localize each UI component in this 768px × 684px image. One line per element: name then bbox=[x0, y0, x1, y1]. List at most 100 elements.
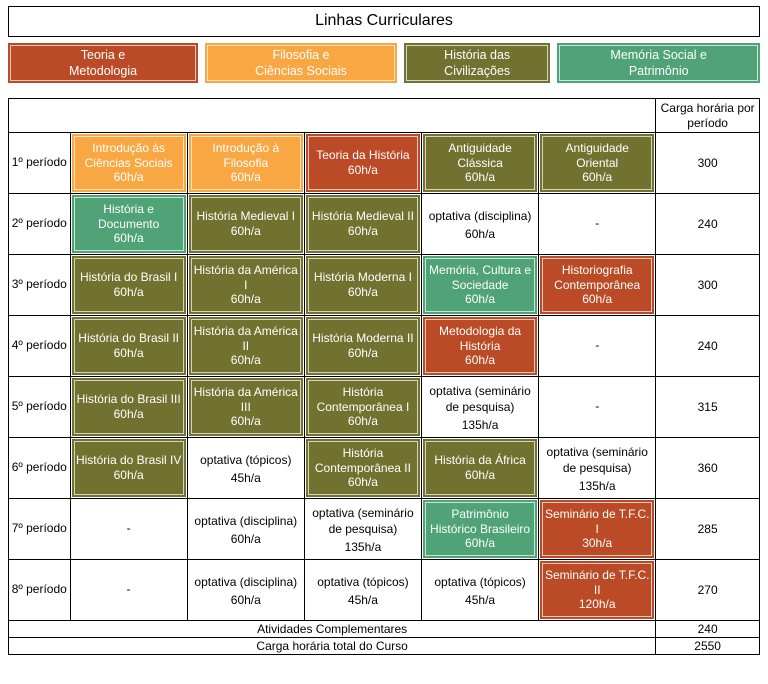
course-name: História da América III bbox=[193, 385, 298, 414]
course-name: Antiguidade Oriental bbox=[565, 141, 629, 170]
period-row: 8º período - optativa (disciplina) 60h/a opt… bbox=[8, 559, 760, 621]
course-cell: História Contemporânea II 60h/a bbox=[303, 437, 423, 499]
complementary-activities-row: Atividades Complementares 240 bbox=[7, 620, 760, 638]
period-row: 2º período História e Documento 60h/a Histó… bbox=[8, 193, 760, 255]
optional-course-cell: optativa (disciplina) 60h/a bbox=[186, 559, 305, 621]
course-name: História Moderna I bbox=[313, 270, 412, 285]
course-box-teoria: Seminário de T.F.C. I 30h/a bbox=[540, 500, 655, 558]
course-name: optativa (seminário de pesquisa) bbox=[312, 506, 414, 536]
curriculum-page: Linhas Curriculares Teoria e Metodologia… bbox=[7, 6, 760, 655]
course-name: Historiografia Contemporânea bbox=[554, 263, 641, 292]
course-hours: 60h/a bbox=[230, 170, 261, 185]
course-cell: Antiguidade Clássica 60h/a bbox=[420, 132, 540, 194]
optional-course-cell: optativa (tópicos) 45h/a bbox=[420, 559, 540, 621]
course-hours: 45h/a bbox=[465, 592, 496, 607]
course-cell: História Medieval I 60h/a bbox=[186, 193, 305, 255]
course-hours: 60h/a bbox=[230, 414, 261, 429]
course-name: - bbox=[126, 582, 131, 597]
course-name: - bbox=[595, 338, 600, 353]
course-hours: 60h/a bbox=[113, 407, 144, 421]
course-hours: 60h/a bbox=[230, 592, 261, 607]
optional-course-cell: optativa (seminário de pesquisa) 135h/a bbox=[538, 437, 657, 499]
period-total: 285 bbox=[655, 498, 760, 560]
course-box-filosofia: Introdução à Filosofia 60h/a bbox=[188, 134, 303, 192]
course-cell: História da América III 60h/a bbox=[186, 376, 305, 438]
period-label: 3º período bbox=[8, 254, 71, 316]
course-hours: 60h/a bbox=[582, 292, 613, 307]
period-label: 4º período bbox=[8, 315, 71, 377]
course-name: optativa (seminário de pesquisa) bbox=[429, 384, 531, 414]
course-hours: 60h/a bbox=[465, 536, 496, 551]
course-cell: Historiografia Contemporânea 60h/a bbox=[538, 254, 657, 316]
course-name: optativa (disciplina) bbox=[194, 575, 298, 590]
course-name: optativa (disciplina) bbox=[428, 209, 532, 224]
course-name: História Moderna II bbox=[312, 331, 414, 346]
course-cell: Teoria da História 60h/a bbox=[303, 132, 423, 194]
course-cell: Introdução à Filosofia 60h/a bbox=[186, 132, 305, 194]
course-hours: 135h/a bbox=[461, 417, 499, 432]
course-total-value: 2550 bbox=[655, 637, 760, 655]
course-name: História Medieval I bbox=[196, 209, 296, 224]
course-hours: 60h/a bbox=[347, 475, 378, 490]
course-box-civilizacoes: História Medieval II 60h/a bbox=[305, 195, 420, 253]
optional-course-cell: optativa (seminário de pesquisa) 135h/a bbox=[420, 376, 540, 438]
course-cell: História do Brasil I 60h/a bbox=[69, 254, 188, 316]
course-hours: 60h/a bbox=[113, 231, 144, 246]
course-cell: Memória, Cultura e Sociedade 60h/a bbox=[420, 254, 540, 316]
course-box-teoria: Metodologia da História 60h/a bbox=[423, 317, 538, 375]
period-total: 240 bbox=[655, 193, 760, 255]
course-box-teoria: Seminário de T.F.C. II 120h/a bbox=[540, 561, 655, 619]
course-hours: 30h/a bbox=[582, 536, 613, 551]
period-label: 2º período bbox=[8, 193, 71, 255]
empty-cell: - bbox=[69, 559, 188, 621]
course-hours: 60h/a bbox=[113, 346, 144, 360]
course-name: História do Brasil III bbox=[76, 392, 181, 407]
course-hours: 60h/a bbox=[113, 285, 144, 299]
course-name: História do Brasil II bbox=[78, 331, 179, 346]
course-name: Introdução à Filosofia bbox=[212, 141, 280, 170]
course-hours: 60h/a bbox=[582, 170, 613, 185]
course-hours: 45h/a bbox=[230, 470, 261, 485]
curriculum-table: Carga horária por período 1º período Intr… bbox=[7, 98, 760, 655]
course-hours: 60h/a bbox=[347, 163, 378, 177]
course-name: História da América I bbox=[193, 263, 298, 292]
period-label: 6º período bbox=[8, 437, 71, 499]
course-name: Memória, Cultura e Sociedade bbox=[429, 263, 532, 292]
course-cell: História do Brasil II 60h/a bbox=[69, 315, 188, 377]
course-box-civilizacoes: Antiguidade Oriental 60h/a bbox=[540, 134, 655, 192]
course-name: História da África bbox=[434, 453, 526, 468]
period-total: 270 bbox=[655, 559, 760, 621]
complementary-activities-label: Atividades Complementares bbox=[7, 620, 657, 638]
course-hours: 60h/a bbox=[465, 468, 496, 482]
course-cell: História do Brasil III 60h/a bbox=[69, 376, 188, 438]
course-box-civilizacoes: História do Brasil IV 60h/a bbox=[71, 439, 186, 497]
course-name: optativa (tópicos) bbox=[434, 575, 526, 590]
carga-header-row: Carga horária por período bbox=[7, 98, 760, 133]
course-box-filosofia: Introdução às Ciências Sociais 60h/a bbox=[71, 134, 186, 192]
course-cell: História da América I 60h/a bbox=[186, 254, 305, 316]
period-row: 1º período Introdução às Ciências Sociais… bbox=[8, 132, 760, 194]
period-total: 360 bbox=[655, 437, 760, 499]
course-name: Antiguidade Clássica bbox=[448, 141, 512, 170]
course-name: Teoria da História bbox=[316, 148, 410, 163]
course-hours: 60h/a bbox=[347, 285, 378, 299]
period-row: 6º período História do Brasil IV 60h/a opta… bbox=[8, 437, 760, 499]
empty-cell: - bbox=[69, 498, 188, 560]
course-box-civilizacoes: História da América III 60h/a bbox=[188, 378, 303, 436]
course-cell: História do Brasil IV 60h/a bbox=[69, 437, 188, 499]
course-total-label: Carga horária total do Curso bbox=[7, 637, 657, 655]
course-box-teoria: Historiografia Contemporânea 60h/a bbox=[540, 256, 655, 314]
page-title: Linhas Curriculares bbox=[8, 6, 760, 37]
course-hours: 60h/a bbox=[347, 224, 378, 238]
course-box-civilizacoes: História Moderna I 60h/a bbox=[305, 256, 420, 314]
period-row: 7º período - optativa (disciplina) 60h/a opt… bbox=[8, 498, 760, 560]
course-box-civilizacoes: História do Brasil I 60h/a bbox=[71, 256, 186, 314]
course-name: optativa (tópicos) bbox=[200, 453, 292, 468]
course-cell: História Contemporânea I 60h/a bbox=[303, 376, 423, 438]
complementary-activities-value: 240 bbox=[655, 620, 760, 638]
legend: Teoria e Metodologia Filosofia e Ciências… bbox=[8, 43, 760, 83]
course-hours: 60h/a bbox=[347, 414, 378, 429]
empty-cell: - bbox=[538, 193, 657, 255]
empty-cell: - bbox=[538, 315, 657, 377]
course-name: História e Documento bbox=[97, 202, 160, 231]
